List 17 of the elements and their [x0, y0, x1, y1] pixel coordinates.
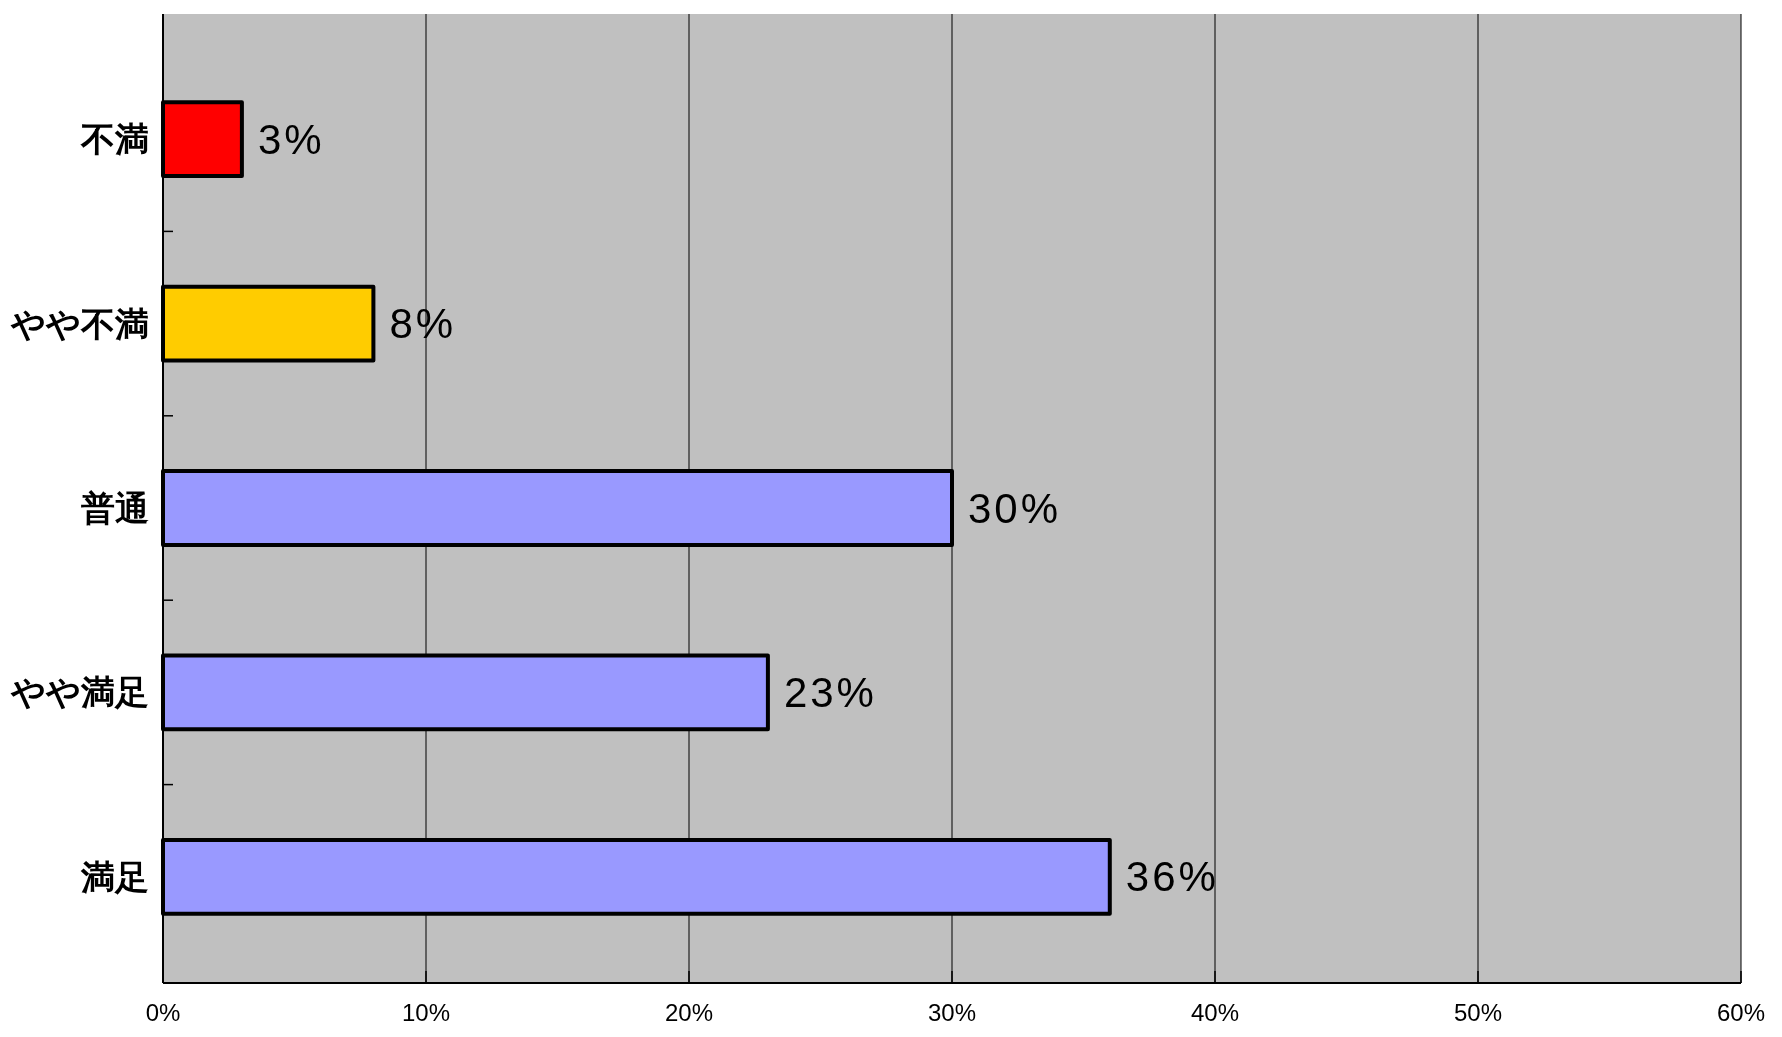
x-tick-label: 30% — [928, 999, 976, 1026]
x-tick-label: 20% — [665, 999, 713, 1026]
x-tick-label: 10% — [402, 999, 450, 1026]
category-label: 普通 — [81, 489, 149, 527]
category-label: 満足 — [81, 857, 149, 896]
data-label: 23% — [783, 668, 877, 716]
data-label: 36% — [1125, 853, 1219, 901]
x-tick-label: 0% — [145, 999, 181, 1026]
category-label: 不満 — [81, 120, 149, 159]
x-tick-label: 50% — [1454, 999, 1502, 1026]
data-label: 8% — [389, 300, 457, 348]
x-tick-label: 40% — [1191, 999, 1239, 1026]
x-tick-label: 60% — [1717, 999, 1765, 1026]
category-label: やや不満 — [11, 304, 149, 343]
data-label: 30% — [968, 484, 1062, 532]
data-label: 3% — [257, 115, 325, 163]
category-label: やや満足 — [11, 673, 149, 712]
